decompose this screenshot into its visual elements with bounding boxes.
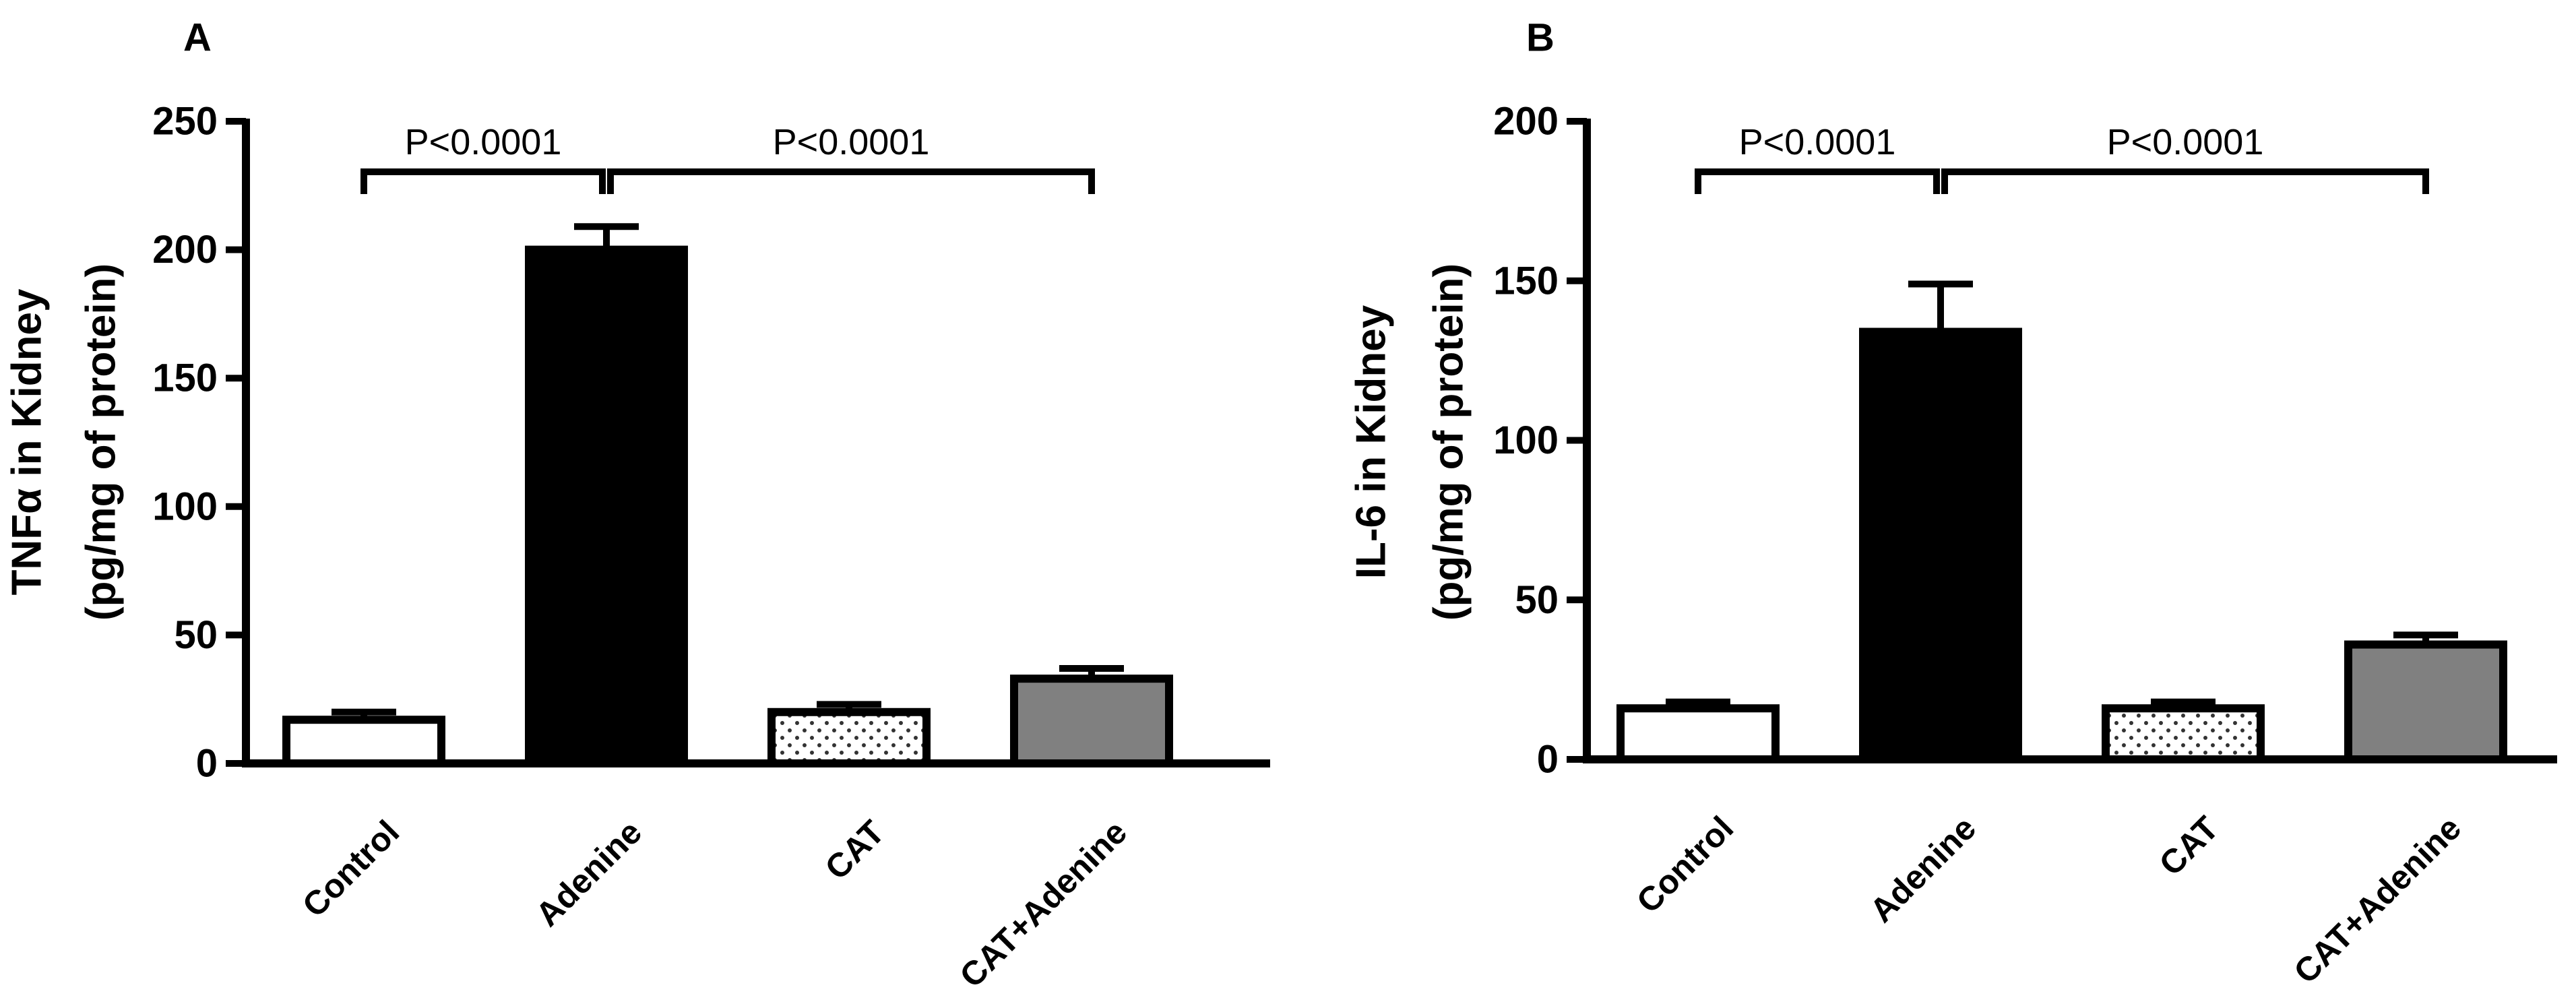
bar-control — [1616, 704, 1780, 763]
significance-label: P<0.0001 — [1739, 122, 1896, 162]
significance-bracket — [1695, 168, 1940, 194]
y-tick-label: 200 — [1493, 100, 1559, 144]
category-label: Adenine — [528, 813, 649, 934]
y-axis-label: IL-6 in Kidney — [1348, 305, 1395, 579]
category-label: Control — [1629, 809, 1740, 920]
bar-cat — [767, 708, 931, 768]
significance-bracket — [1941, 168, 2429, 194]
panel-a: A 0 50 100 150 200 250 TNFα in Kidney (pg/mg of … — [4, 15, 1270, 995]
significance-label: P<0.0001 — [773, 122, 930, 162]
y-axis-label: (pg/mg of protein) — [78, 263, 125, 621]
y-tick-label: 100 — [1493, 418, 1559, 462]
y-axis-label: TNFα in Kidney — [4, 288, 51, 595]
y-tick-label: 150 — [152, 356, 218, 400]
y-tick-label: 0 — [1537, 738, 1559, 782]
bar-adenine — [525, 245, 688, 768]
panel-b: B 0 50 100 150 200 IL-6 in Kidney (pg/mg of pro… — [1348, 15, 2557, 991]
bar-cat-adenine — [2344, 640, 2507, 763]
y-tick-label: 100 — [152, 484, 218, 528]
y-tick-label: 250 — [152, 100, 218, 144]
y-tick-label: 50 — [1515, 578, 1559, 622]
panel-letter: B — [1526, 15, 1554, 59]
category-label: CAT+Adenine — [952, 813, 1134, 995]
significance-bracket — [360, 168, 606, 194]
category-label: Control — [295, 813, 406, 924]
bar-adenine — [1859, 327, 2022, 763]
y-tick-label: 200 — [152, 228, 218, 272]
panel-letter: A — [183, 15, 212, 59]
category-label: CAT — [818, 813, 892, 887]
y-tick-label: 0 — [196, 742, 218, 786]
category-label: Adenine — [1862, 809, 1983, 930]
y-tick-label: 50 — [174, 613, 218, 657]
y-axis-label: (pg/mg of protein) — [1426, 263, 1472, 621]
y-tick-label: 150 — [1493, 259, 1559, 303]
category-label: CAT+Adenine — [2286, 809, 2468, 991]
significance-label: P<0.0001 — [2107, 122, 2264, 162]
bar-control — [282, 716, 445, 768]
significance-bracket — [607, 168, 1095, 194]
bar-cat-adenine — [1010, 674, 1173, 767]
significance-label: P<0.0001 — [405, 122, 562, 162]
bar-cat — [2102, 704, 2265, 763]
category-label: CAT — [2152, 809, 2226, 883]
